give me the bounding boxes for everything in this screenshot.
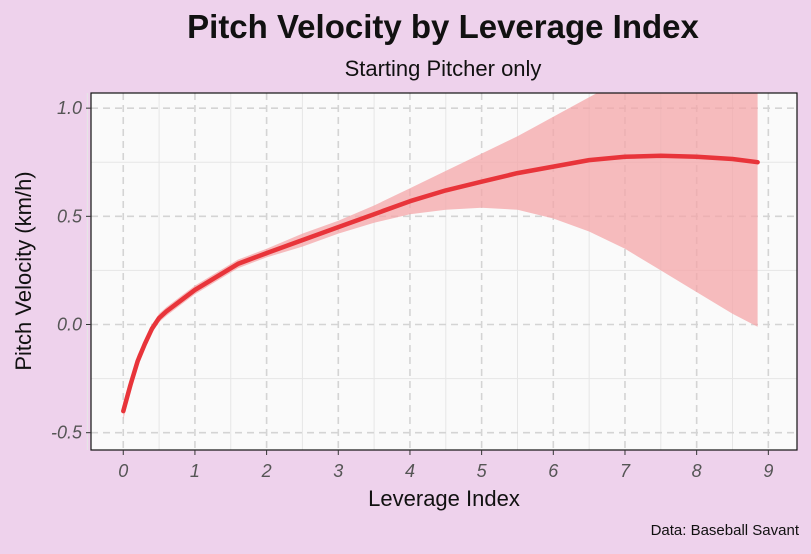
y-tick-label: 1.0: [57, 98, 82, 118]
data-source-caption: Data: Baseball Savant: [650, 522, 799, 539]
x-axis: 0 1 2 3 4 5 6 7 8 9: [118, 450, 773, 481]
x-tick-label: 2: [261, 461, 272, 481]
y-tick-label: 0.0: [57, 315, 82, 335]
y-tick-label: -0.5: [51, 423, 83, 443]
chart-subtitle: Starting Pitcher only: [344, 56, 542, 81]
y-tick-label: 0.5: [57, 206, 83, 226]
x-tick-label: 4: [405, 461, 415, 481]
x-tick-label: 1: [190, 461, 200, 481]
x-tick-label: 7: [620, 461, 631, 481]
x-tick-label: 6: [548, 461, 559, 481]
x-axis-title: Leverage Index: [368, 486, 520, 511]
y-axis-title: Pitch Velocity (km/h): [11, 171, 36, 370]
panel-border: [90, 92, 798, 451]
x-tick-label: 3: [333, 461, 343, 481]
x-tick-label: 5: [477, 461, 488, 481]
chart-title: Pitch Velocity by Leverage Index: [187, 8, 699, 45]
x-tick-label: 0: [118, 461, 128, 481]
trend-line: [121, 153, 760, 414]
x-tick-label: 8: [692, 461, 702, 481]
x-tick-label: 9: [763, 461, 773, 481]
confidence-band: [123, 93, 758, 420]
y-axis: -0.5 0.0 0.5 1.0: [51, 98, 91, 443]
